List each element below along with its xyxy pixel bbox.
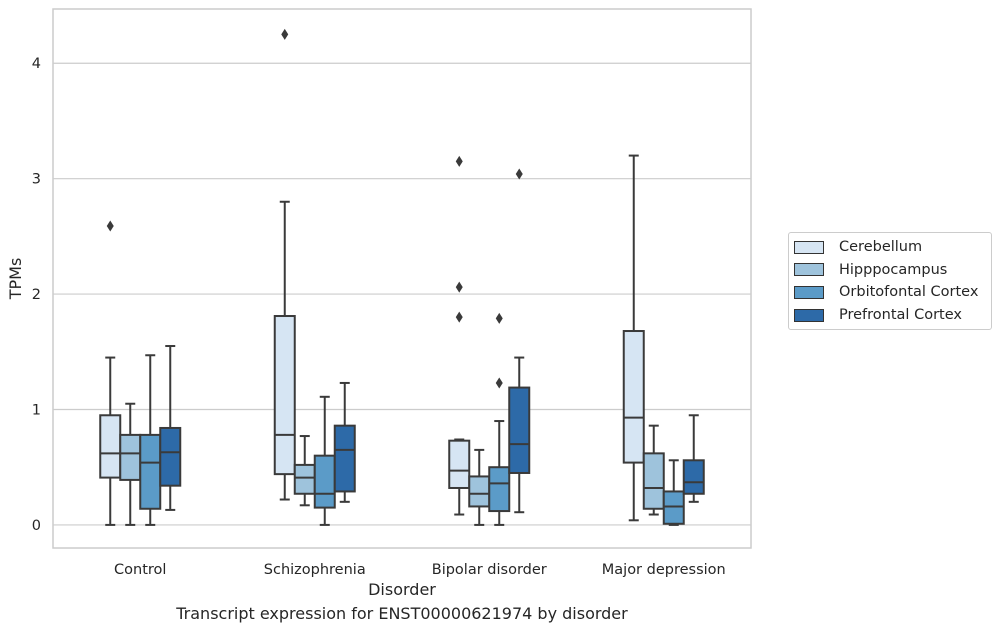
legend-swatch xyxy=(794,263,824,277)
box xyxy=(313,454,336,509)
outlier-point xyxy=(495,312,503,324)
box xyxy=(293,463,316,495)
y-tick-label: 3 xyxy=(32,172,41,188)
y-tick-label: 4 xyxy=(32,56,41,72)
outlier-point xyxy=(515,168,523,180)
box xyxy=(508,386,531,474)
legend-item: Hipppocampus xyxy=(789,259,991,282)
box xyxy=(273,315,296,476)
box xyxy=(642,452,665,510)
box xyxy=(488,466,511,513)
outlier-point xyxy=(455,155,463,167)
legend-swatch xyxy=(794,308,824,322)
x-tick-label: Bipolar disorder xyxy=(432,562,547,578)
legend-label: Hipppocampus xyxy=(839,261,948,278)
y-tick-label: 2 xyxy=(32,287,41,303)
box xyxy=(682,459,705,495)
box xyxy=(333,424,356,493)
y-axis-label: TPMs xyxy=(6,258,25,301)
legend: Cerebellum Hipppocampus Orbitofontal Corte… xyxy=(788,232,992,331)
outlier-point xyxy=(455,281,463,293)
legend-label: Orbitofontal Cortex xyxy=(839,284,979,301)
legend-label: Prefrontal Cortex xyxy=(839,307,962,324)
y-tick-label: 0 xyxy=(32,518,41,534)
outlier-point xyxy=(106,220,114,232)
legend-item: Orbitofontal Cortex xyxy=(789,281,991,304)
box xyxy=(139,433,162,510)
y-tick-label: 1 xyxy=(32,402,41,418)
outlier-point xyxy=(455,311,463,323)
legend-label: Cerebellum xyxy=(839,239,923,256)
legend-swatch xyxy=(794,240,824,254)
box xyxy=(448,439,471,489)
legend-item: Prefrontal Cortex xyxy=(789,304,991,327)
x-tick-label: Control xyxy=(114,562,166,578)
plot-frame xyxy=(52,8,752,549)
box xyxy=(662,490,685,525)
legend-item: Cerebellum xyxy=(789,236,991,259)
legend-swatch xyxy=(794,285,824,299)
x-axis-label: Disorder xyxy=(368,580,436,599)
box xyxy=(119,433,142,481)
box xyxy=(622,330,645,464)
x-tick-label: Major depression xyxy=(602,562,726,578)
box xyxy=(468,475,491,508)
outlier-point xyxy=(495,377,503,389)
x-tick-label: Schizophrenia xyxy=(264,562,366,578)
outlier-point xyxy=(281,28,289,40)
box xyxy=(159,426,182,487)
figure-caption: Transcript expression for ENST0000062197… xyxy=(176,604,628,623)
box xyxy=(99,414,122,479)
